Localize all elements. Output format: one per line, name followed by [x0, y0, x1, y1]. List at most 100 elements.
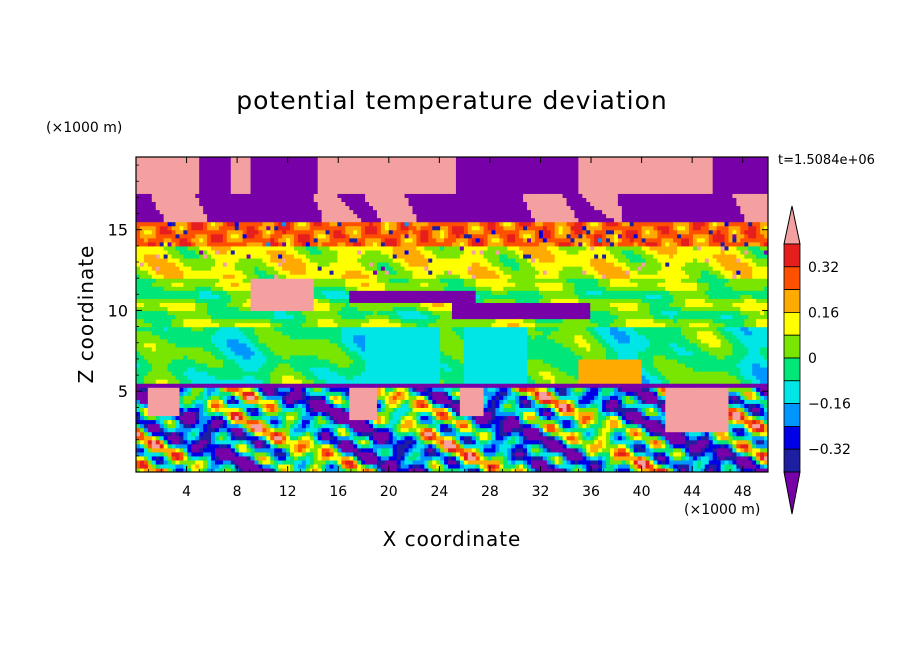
contour-cell [258, 371, 263, 376]
contour-cell [242, 241, 248, 247]
contour-cell [246, 395, 252, 400]
contour-cell [333, 241, 339, 247]
contour-cell [357, 330, 362, 336]
contour-cell [147, 229, 153, 235]
contour-cell [369, 225, 374, 231]
contour-cell [167, 237, 173, 243]
contour-cell [175, 209, 181, 215]
contour-cell [254, 314, 260, 320]
contour-cell [309, 419, 315, 425]
contour-cell [349, 310, 354, 316]
contour-cell [151, 423, 157, 429]
contour-cell [278, 330, 283, 336]
contour-cell [369, 213, 374, 219]
contour-cell [309, 322, 315, 328]
contour-cell [305, 399, 311, 404]
contour-cell [207, 415, 212, 421]
contour-cell [301, 346, 307, 352]
contour-cell [167, 161, 173, 166]
contour-cell [333, 177, 339, 182]
contour-cell [136, 467, 141, 472]
contour-cell [258, 318, 263, 324]
contour-cell [254, 294, 260, 299]
contour-cell [325, 411, 331, 417]
contour-cell [222, 443, 228, 449]
contour-cell [297, 157, 303, 162]
contour-cell [250, 435, 256, 441]
contour-cell [349, 391, 354, 396]
contour-cell [175, 221, 181, 227]
contour-cell [183, 391, 188, 396]
contour-cell [139, 286, 145, 291]
contour-cell [384, 197, 390, 203]
contour-cell [143, 221, 149, 227]
contour-cell [278, 459, 283, 465]
contour-cell [373, 354, 378, 360]
contour-cell [183, 286, 188, 291]
contour-cell [226, 435, 232, 441]
contour-cell [250, 403, 256, 408]
contour-cell [353, 371, 358, 376]
contour-cell [187, 229, 192, 235]
contour-cell [309, 411, 315, 417]
contour-cell [155, 193, 161, 198]
contour-cell [282, 213, 287, 219]
contour-cell [163, 233, 169, 239]
contour-cell [329, 314, 335, 320]
contour-cell [203, 221, 208, 227]
contour-cell [242, 221, 248, 227]
contour-cell [242, 318, 248, 324]
contour-cell [218, 435, 224, 441]
contour-cell [207, 346, 212, 352]
contour-cell [191, 346, 196, 352]
contour-cell [195, 290, 200, 295]
contour-cell [297, 387, 303, 392]
contour-cell [167, 326, 173, 332]
contour-cell [159, 383, 165, 388]
contour-cell [159, 358, 165, 364]
contour-cell [376, 282, 382, 287]
contour-cell [325, 270, 331, 275]
contour-cell [301, 306, 307, 312]
contour-cell [155, 169, 161, 174]
contour-cell [234, 262, 240, 267]
contour-cell [183, 185, 188, 190]
contour-cell [136, 262, 141, 267]
contour-cell [207, 427, 212, 433]
contour-cell [329, 427, 335, 433]
contour-cell [333, 161, 339, 166]
contour-cell [301, 459, 307, 465]
contour-cell [290, 403, 295, 408]
contour-cell [333, 467, 339, 472]
contour-cell [207, 225, 212, 231]
contour-cell [313, 197, 319, 203]
contour-cell [274, 189, 279, 194]
contour-cell [329, 435, 335, 441]
contour-cell [297, 270, 303, 275]
contour-cell [199, 451, 204, 457]
contour-cell [215, 455, 220, 461]
contour-cell [222, 245, 228, 251]
contour-cell [254, 181, 260, 186]
contour-cell [262, 181, 267, 186]
contour-cell [207, 201, 212, 207]
contour-cell [167, 306, 173, 312]
contour-cell [207, 298, 212, 303]
contour-cell [139, 403, 145, 408]
contour-cell [294, 318, 299, 324]
contour-cell [262, 262, 267, 267]
contour-cell [242, 463, 248, 469]
contour-cell [215, 294, 220, 299]
contour-cell [143, 334, 149, 340]
contour-cell [175, 318, 181, 324]
contour-cell [254, 459, 260, 465]
contour-cell [353, 209, 358, 215]
contour-cell [167, 245, 173, 251]
contour-cell [345, 290, 350, 295]
contour-cell [230, 371, 236, 376]
contour-cell [147, 371, 153, 376]
contour-cell [380, 367, 386, 372]
contour-cell [238, 245, 244, 251]
contour-cell [345, 173, 350, 178]
contour-cell [321, 298, 327, 303]
